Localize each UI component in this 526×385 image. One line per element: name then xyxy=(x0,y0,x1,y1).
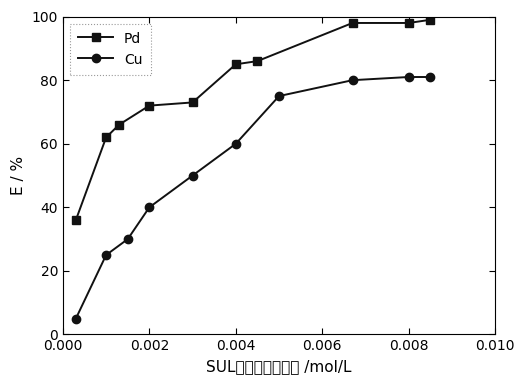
Line: Pd: Pd xyxy=(72,16,434,224)
Y-axis label: E / %: E / % xyxy=(11,156,26,195)
Cu xyxy=(125,237,131,241)
Cu xyxy=(349,78,356,82)
Pd xyxy=(406,21,412,25)
Pd xyxy=(349,21,356,25)
Cu xyxy=(73,316,79,321)
Pd xyxy=(189,100,196,105)
Cu xyxy=(189,173,196,178)
Pd xyxy=(116,122,122,127)
Line: Cu: Cu xyxy=(72,73,434,323)
Cu xyxy=(232,141,239,146)
Pd xyxy=(73,218,79,223)
Cu xyxy=(406,75,412,79)
Cu xyxy=(146,205,153,210)
X-axis label: SUL在有机相中浓度 /mol/L: SUL在有机相中浓度 /mol/L xyxy=(206,359,352,374)
Pd xyxy=(146,103,153,108)
Pd xyxy=(427,17,433,22)
Cu xyxy=(427,75,433,79)
Pd xyxy=(103,135,109,140)
Cu xyxy=(103,253,109,257)
Cu xyxy=(276,94,282,99)
Pd xyxy=(232,62,239,67)
Pd xyxy=(254,59,260,64)
Legend: Pd, Cu: Pd, Cu xyxy=(70,23,151,75)
